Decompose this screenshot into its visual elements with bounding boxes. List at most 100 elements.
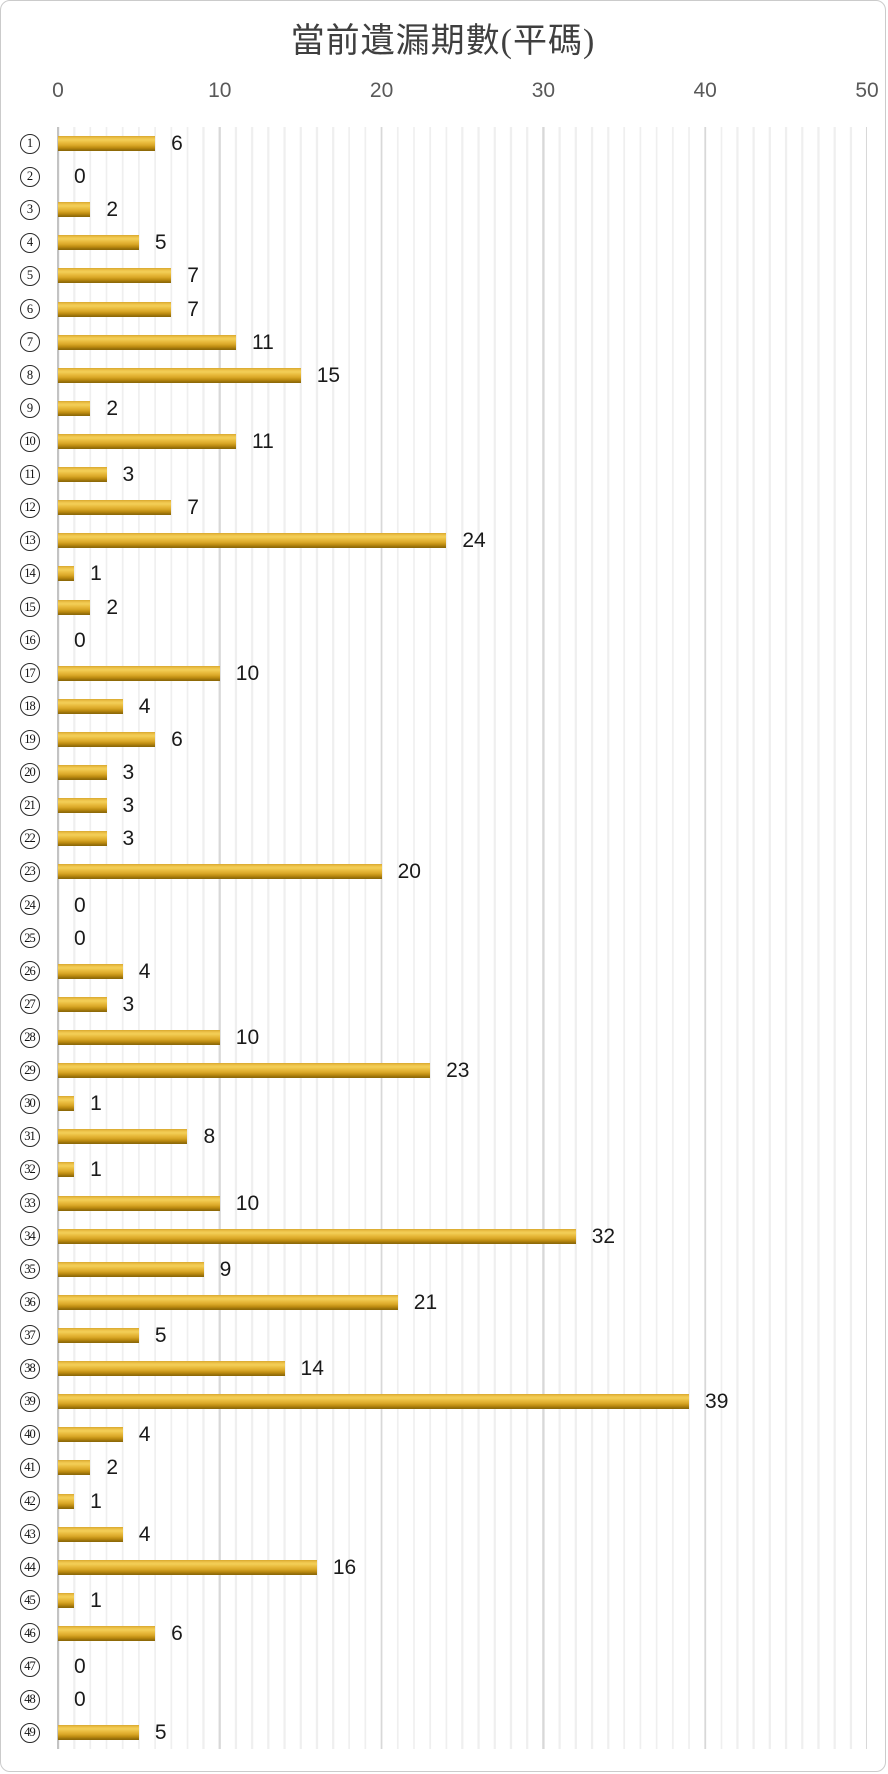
bar — [58, 1030, 220, 1045]
category-label: 47 — [1, 1656, 58, 1677]
circled-number: 8 — [19, 365, 40, 386]
bar-row: 20 3 — [1, 756, 885, 789]
bar-row: 19 6 — [1, 723, 885, 756]
bar — [58, 1427, 123, 1443]
bar-row: 27 3 — [1, 988, 885, 1021]
bar-track: 0 — [58, 922, 885, 955]
bar-row: 37 5 — [1, 1319, 885, 1352]
value-label: 7 — [187, 496, 199, 520]
circled-number: 4 — [19, 232, 40, 253]
bar-track: 6 — [58, 723, 885, 756]
category-label: 35 — [1, 1259, 58, 1280]
bar-track: 2 — [58, 591, 885, 624]
category-label: 39 — [1, 1391, 58, 1412]
circled-number: 38 — [19, 1358, 40, 1379]
bar-row: 24 0 — [1, 889, 885, 922]
circled-number: 47 — [19, 1656, 40, 1677]
plot-gridlines — [57, 127, 867, 1749]
bar-row: 31 8 — [1, 1120, 885, 1153]
bar-track: 3 — [58, 458, 885, 491]
circled-number: 16 — [19, 630, 40, 651]
category-label: 33 — [1, 1193, 58, 1214]
circled-number: 22 — [19, 828, 40, 849]
bar-track: 16 — [58, 1551, 885, 1584]
bar — [58, 1294, 398, 1310]
value-label: 11 — [251, 430, 274, 454]
bar — [58, 268, 172, 284]
bar — [58, 467, 107, 483]
x-tick-label: 0 — [52, 79, 64, 102]
bar — [58, 202, 91, 218]
bar — [58, 1526, 123, 1542]
circled-number: 27 — [19, 994, 40, 1015]
circled-number: 7 — [19, 332, 40, 353]
bar-row: 34 32 — [1, 1220, 885, 1253]
bar-row: 44 16 — [1, 1551, 885, 1584]
bar-row: 29 23 — [1, 1054, 885, 1087]
circled-number: 2 — [19, 166, 40, 187]
circled-number: 18 — [19, 696, 40, 717]
x-tick-label: 30 — [531, 79, 556, 102]
value-label: 4 — [138, 1423, 151, 1447]
bar-track: 10 — [58, 1187, 885, 1220]
category-label: 6 — [1, 299, 58, 320]
bar-row: 30 1 — [1, 1087, 885, 1120]
bar — [58, 434, 236, 450]
circled-number: 40 — [19, 1424, 40, 1445]
bar — [58, 334, 236, 350]
bar — [58, 136, 156, 152]
value-label: 21 — [413, 1290, 438, 1314]
bar — [58, 665, 220, 681]
category-label: 2 — [1, 166, 58, 187]
bar-row: 39 39 — [1, 1385, 885, 1418]
bar-row: 41 2 — [1, 1451, 885, 1484]
value-label: 14 — [300, 1357, 324, 1381]
circled-number: 25 — [19, 928, 40, 949]
bar-track: 23 — [58, 1054, 885, 1087]
value-label: 5 — [154, 1323, 167, 1347]
x-tick-label: 40 — [693, 79, 717, 102]
circled-number: 31 — [19, 1126, 40, 1147]
bar-track: 9 — [58, 1253, 885, 1286]
value-label: 5 — [154, 231, 167, 255]
value-label: 3 — [122, 827, 135, 851]
value-label: 0 — [74, 628, 86, 652]
value-label: 9 — [219, 1257, 232, 1281]
bar-row: 48 0 — [1, 1683, 885, 1716]
circled-number: 19 — [19, 729, 40, 750]
bar-row: 13 24 — [1, 524, 885, 557]
bar-row: 43 4 — [1, 1518, 885, 1551]
rows: 1 6 2 0 3 2 4 5 — [1, 127, 885, 1749]
bar-track: 15 — [58, 359, 885, 392]
bar-track: 14 — [58, 1352, 885, 1385]
value-label: 0 — [74, 893, 86, 917]
category-label: 43 — [1, 1524, 58, 1545]
bar-track: 6 — [58, 127, 885, 160]
value-label: 2 — [106, 1456, 119, 1480]
bar-track: 10 — [58, 1021, 885, 1054]
circled-number: 9 — [19, 398, 40, 419]
bar-row: 11 3 — [1, 458, 885, 491]
bar-track: 1 — [58, 1153, 885, 1186]
value-label: 10 — [235, 1026, 260, 1049]
category-label: 44 — [1, 1557, 58, 1578]
circled-number: 11 — [19, 464, 40, 485]
value-label: 16 — [332, 1555, 357, 1579]
category-label: 1 — [1, 133, 58, 154]
bar-track: 2 — [58, 1451, 885, 1484]
circled-number: 28 — [19, 1027, 40, 1048]
category-label: 41 — [1, 1457, 58, 1478]
circled-number: 20 — [19, 762, 40, 783]
bar-track: 2 — [58, 193, 885, 226]
circled-number: 42 — [19, 1491, 40, 1512]
circled-number: 17 — [19, 663, 40, 684]
bar-track: 1 — [58, 1584, 885, 1617]
bar-track: 3 — [58, 756, 885, 789]
value-label: 1 — [90, 1092, 102, 1116]
bar-track: 7 — [58, 491, 885, 524]
value-label: 7 — [187, 297, 199, 321]
value-label: 6 — [171, 728, 183, 752]
value-label: 7 — [187, 264, 199, 288]
chart-title: 當前遺漏期數(平碼) — [290, 23, 596, 60]
